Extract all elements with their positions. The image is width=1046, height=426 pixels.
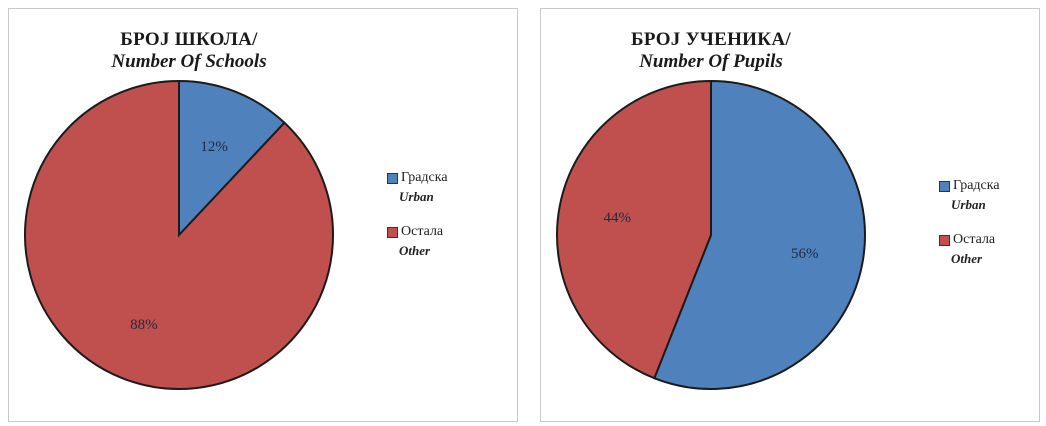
- slice-label-urban: 12%: [200, 139, 228, 155]
- slice-label-other: 88%: [130, 317, 158, 333]
- legend-label-other-en: Other: [951, 251, 983, 267]
- legend-item-other: Остала Other: [387, 223, 448, 259]
- legend: Градска Urban Остала Other: [939, 177, 1000, 286]
- legend-label-urban-en: Urban: [399, 188, 434, 204]
- chart-panel-pupils: БРОЈ УЧЕНИКА/ Number Of Pupils 56% 44% Гр…: [540, 8, 1040, 422]
- legend-swatch-other: [387, 227, 398, 239]
- pie-slice-urban: [653, 79, 866, 390]
- legend-label-urban-en: Urban: [951, 196, 986, 212]
- legend-label-urban: Градска: [953, 178, 1000, 193]
- pie-slice-other: [556, 79, 712, 380]
- slice-label-urban: 56%: [791, 246, 819, 262]
- legend: Градска Urban Остала Other: [387, 169, 448, 278]
- legend-label-other-en: Other: [399, 243, 431, 259]
- title-serbian: БРОЈ УЧЕНИКА/: [631, 29, 791, 50]
- pie-chart-pupils: 56% 44%: [556, 79, 866, 390]
- chart-title: БРОЈ ШКОЛА/ Number Of Schools: [19, 29, 359, 73]
- title-english: Number Of Pupils: [639, 50, 783, 72]
- title-english: Number Of Schools: [111, 50, 267, 72]
- legend-label-urban: Градска: [401, 170, 448, 185]
- legend-swatch-other: [939, 235, 950, 247]
- legend-label-other: Остала: [401, 224, 444, 240]
- chart-panel-schools: БРОЈ ШКОЛА/ Number Of Schools 12% 88% Гра…: [8, 8, 518, 422]
- pie-slice-other: [24, 79, 334, 390]
- title-serbian: БРОЈ ШКОЛА/: [120, 29, 258, 50]
- chart-title: БРОЈ УЧЕНИКА/ Number Of Pupils: [541, 29, 881, 73]
- legend-item-other: Остала Other: [939, 231, 1000, 267]
- legend-swatch-urban: [387, 172, 398, 184]
- pie-chart-schools: 12% 88%: [24, 79, 334, 390]
- pie-slice-urban: [178, 79, 286, 238]
- legend-label-other: Остала: [953, 232, 996, 248]
- legend-item-urban: Градска Urban: [387, 169, 448, 205]
- legend-item-urban: Градска Urban: [939, 177, 1000, 213]
- slice-label-other: 44%: [603, 210, 631, 226]
- legend-swatch-urban: [939, 180, 950, 192]
